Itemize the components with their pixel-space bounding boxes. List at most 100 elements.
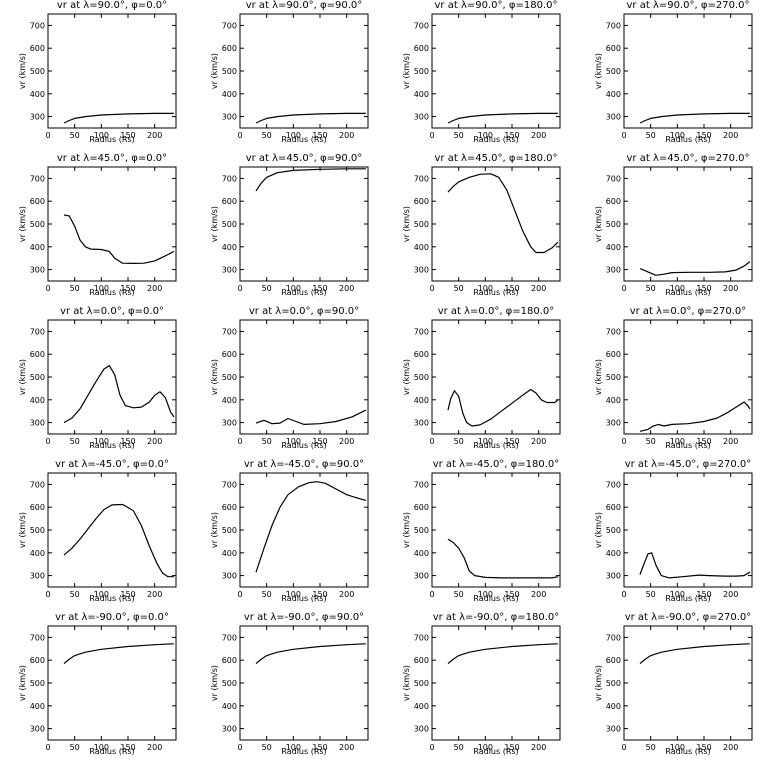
plot-frame <box>431 319 561 435</box>
y-tick-label: 600 <box>222 197 237 206</box>
chart-title: vr at λ=90.0°, φ=270.0° <box>626 0 750 11</box>
y-tick-label: 400 <box>606 702 621 711</box>
y-tick-label: 400 <box>30 90 45 99</box>
y-tick-label: 500 <box>30 526 45 535</box>
y-tick-label: 400 <box>30 702 45 711</box>
series-line <box>255 481 367 573</box>
y-tick-label: 700 <box>606 327 621 336</box>
x-tick-label: 50 <box>262 437 272 446</box>
x-tick-label: 200 <box>531 743 546 752</box>
x-axis-label: Radius (Rs) <box>89 288 135 297</box>
chart-title: vr at λ=-45.0°, φ=180.0° <box>432 459 560 470</box>
x-tick-label: 150 <box>696 284 711 293</box>
x-tick-label: 0 <box>237 131 242 140</box>
x-tick-label: 200 <box>723 590 738 599</box>
series-line <box>255 643 366 665</box>
y-tick-label: 300 <box>30 572 45 581</box>
y-tick-label: 600 <box>606 197 621 206</box>
x-tick-label: 200 <box>531 131 546 140</box>
y-tick-label: 400 <box>30 243 45 252</box>
chart-plot: 0 50 100 150 200 300 400 500 600 700 <box>414 13 561 140</box>
chart-panel: vr at λ=0.0°, φ=180.0° Radius (Rs) vr (km/… <box>384 306 576 459</box>
series-line <box>447 643 558 665</box>
x-tick-label: 50 <box>454 437 464 446</box>
x-tick-label: 50 <box>70 590 80 599</box>
x-tick-label: 150 <box>504 437 519 446</box>
chart-plot: 0 50 100 150 200 300 400 500 600 700 <box>30 472 177 599</box>
x-axis-label: Radius (Rs) <box>281 594 327 603</box>
y-tick-label: 300 <box>30 725 45 734</box>
y-tick-label: 300 <box>222 113 237 122</box>
chart-plot: 0 50 100 150 200 300 400 500 600 700 <box>222 319 369 446</box>
x-tick-label: 100 <box>94 131 109 140</box>
x-tick-label: 150 <box>312 437 327 446</box>
x-tick-label: 200 <box>339 590 354 599</box>
y-tick-label: 300 <box>606 113 621 122</box>
y-tick-label: 400 <box>30 549 45 558</box>
y-tick-label: 600 <box>606 44 621 53</box>
x-tick-label: 150 <box>312 284 327 293</box>
chart-panel: vr at λ=90.0°, φ=90.0° Radius (Rs) vr (km/… <box>192 0 384 153</box>
chart-plot: 0 50 100 150 200 300 400 500 600 700 <box>222 625 369 752</box>
y-tick-label: 700 <box>414 174 429 183</box>
x-tick-label: 100 <box>286 284 301 293</box>
x-tick-label: 100 <box>670 131 685 140</box>
series-line <box>447 112 558 124</box>
y-tick-label: 600 <box>30 197 45 206</box>
chart-title: vr at λ=-90.0°, φ=0.0° <box>55 612 169 623</box>
series-line <box>639 261 751 276</box>
series-line <box>639 643 750 665</box>
x-axis-label: Radius (Rs) <box>281 747 327 756</box>
x-tick-label: 0 <box>237 743 242 752</box>
x-tick-label: 150 <box>504 131 519 140</box>
plot-frame <box>623 13 753 129</box>
x-tick-label: 0 <box>429 743 434 752</box>
series-line <box>63 643 174 665</box>
y-tick-label: 700 <box>30 174 45 183</box>
x-axis-label: Radius (Rs) <box>473 441 519 450</box>
chart-plot: 0 50 100 150 200 300 400 500 600 700 <box>606 13 753 140</box>
x-tick-label: 100 <box>478 437 493 446</box>
chart-plot: 0 50 100 150 200 300 400 500 600 700 <box>414 472 561 599</box>
x-tick-label: 0 <box>621 743 626 752</box>
x-tick-label: 200 <box>339 437 354 446</box>
x-tick-label: 200 <box>531 437 546 446</box>
series-line <box>63 503 174 578</box>
y-tick-label: 600 <box>30 503 45 512</box>
x-axis-label: Radius (Rs) <box>89 747 135 756</box>
plot-frame <box>239 166 369 282</box>
y-tick-label: 500 <box>30 373 45 382</box>
y-tick-label: 700 <box>222 327 237 336</box>
x-tick-label: 50 <box>646 590 656 599</box>
x-tick-label: 200 <box>147 743 162 752</box>
y-tick-label: 700 <box>222 21 237 30</box>
chart-panel: vr at λ=-45.0°, φ=180.0° Radius (Rs) vr (k… <box>384 459 576 612</box>
chart-plot: 0 50 100 150 200 300 400 500 600 700 <box>30 166 177 293</box>
chart-title: vr at λ=45.0°, φ=270.0° <box>626 153 750 164</box>
y-tick-label: 600 <box>414 44 429 53</box>
x-tick-label: 150 <box>312 131 327 140</box>
x-tick-label: 100 <box>478 743 493 752</box>
y-tick-label: 700 <box>606 174 621 183</box>
x-tick-label: 0 <box>621 590 626 599</box>
x-tick-label: 100 <box>478 131 493 140</box>
chart-panel: vr at λ=-90.0°, φ=90.0° Radius (Rs) vr (km… <box>192 612 384 765</box>
x-tick-label: 100 <box>94 590 109 599</box>
series-line <box>255 168 366 192</box>
x-tick-label: 200 <box>339 284 354 293</box>
y-tick-label: 300 <box>30 113 45 122</box>
x-tick-label: 100 <box>670 284 685 293</box>
x-axis-label: Radius (Rs) <box>665 747 711 756</box>
y-tick-label: 300 <box>222 572 237 581</box>
y-tick-label: 500 <box>222 679 237 688</box>
y-tick-label: 600 <box>606 656 621 665</box>
y-tick-label: 600 <box>30 350 45 359</box>
chart-panel: vr at λ=90.0°, φ=0.0° Radius (Rs) vr (km/s… <box>0 0 192 153</box>
chart-panel: vr at λ=-45.0°, φ=90.0° Radius (Rs) vr (km… <box>192 459 384 612</box>
x-axis-label: Radius (Rs) <box>473 135 519 144</box>
y-tick-label: 400 <box>414 702 429 711</box>
x-tick-label: 100 <box>670 590 685 599</box>
chart-panel: vr at λ=0.0°, φ=90.0° Radius (Rs) vr (km/s… <box>192 306 384 459</box>
plot-frame <box>431 166 561 282</box>
x-tick-label: 150 <box>696 131 711 140</box>
